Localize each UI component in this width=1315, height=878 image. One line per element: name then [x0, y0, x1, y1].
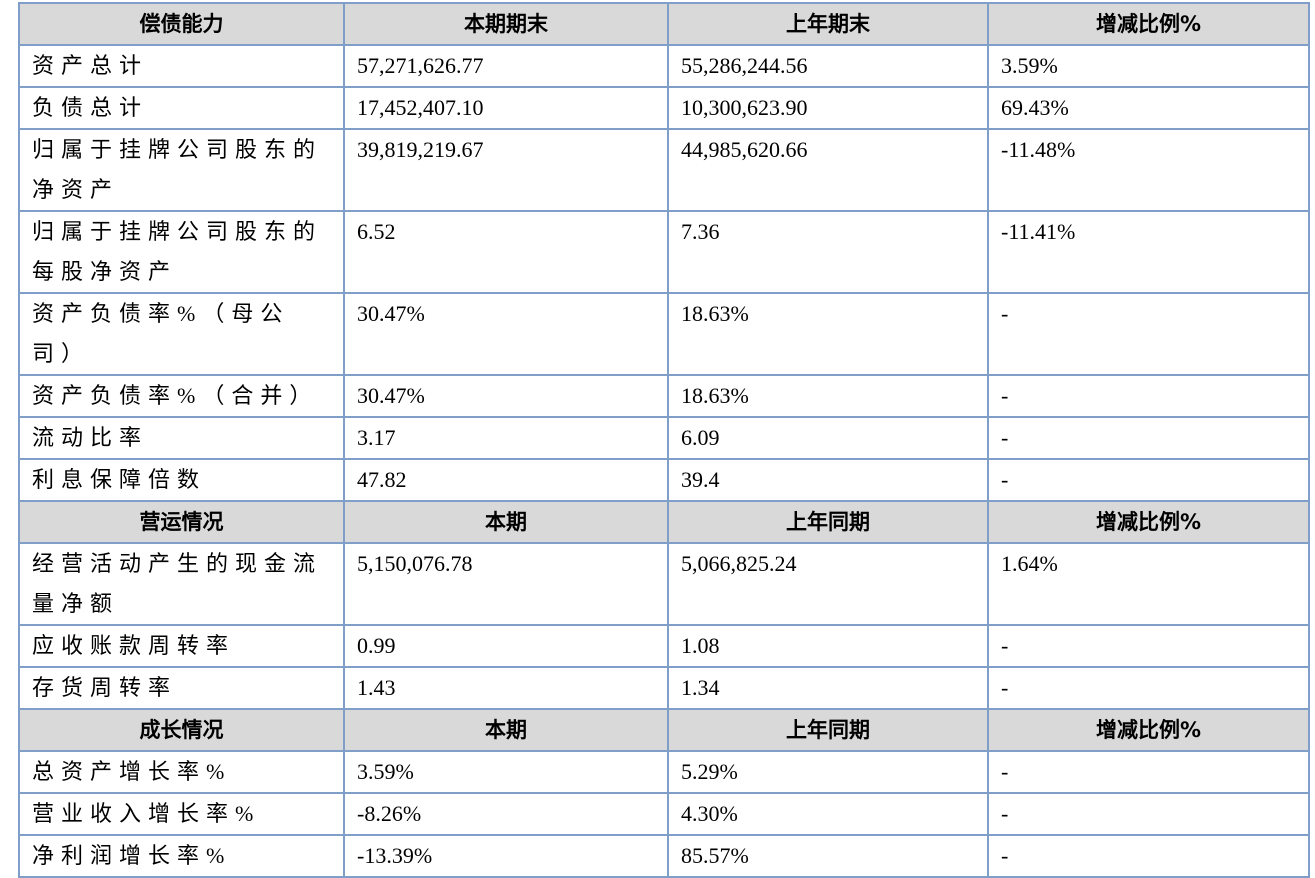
table-row: 营业收入增长率% -8.26% 4.30% -	[18, 792, 1310, 836]
cell: -	[987, 834, 1310, 878]
cell: 1.34	[667, 666, 989, 710]
header-cell: 上年期末	[667, 2, 989, 46]
cell: 30.47%	[343, 374, 669, 418]
cell: 4.30%	[667, 792, 989, 836]
cell: -	[987, 458, 1310, 502]
table-row: 资产总计 57,271,626.77 55,286,244.56 3.59%	[18, 44, 1310, 88]
table-row: 存货周转率 1.43 1.34-	[18, 666, 1310, 710]
row-label: 营业收入增长率%	[18, 792, 345, 836]
cell: -	[987, 750, 1310, 794]
table-row: 流动比率 3.17 6.09-	[18, 416, 1310, 460]
row-label: 经营活动产生的现金流量净额	[18, 542, 345, 626]
cell: 30.47%	[343, 292, 669, 376]
table-row: 总资产增长率% 3.59% 5.29% -	[18, 750, 1310, 794]
cell: 7.36	[667, 210, 989, 294]
cell: 5.29%	[667, 750, 989, 794]
row-label: 负债总计	[18, 86, 345, 130]
row-label: 应收账款周转率	[18, 624, 345, 668]
header-cell: 偿债能力	[18, 2, 345, 46]
cell: 69.43%	[987, 86, 1310, 130]
cell: -11.41%	[987, 210, 1310, 294]
row-label: 归属于挂牌公司股东的每股净资产	[18, 210, 345, 294]
cell: -8.26%	[343, 792, 669, 836]
cell: 1.43	[343, 666, 669, 710]
cell: 0.99	[343, 624, 669, 668]
header-cell: 本期	[343, 500, 669, 544]
cell: -	[987, 374, 1310, 418]
header-cell: 增减比例%	[987, 500, 1310, 544]
header-cell: 增减比例%	[987, 2, 1310, 46]
cell: -	[987, 292, 1310, 376]
cell: 1.08	[667, 624, 989, 668]
cell: 55,286,244.56	[667, 44, 989, 88]
table-row: 利息保障倍数 47.82 39.4-	[18, 458, 1310, 502]
cell: 18.63%	[667, 292, 989, 376]
header-cell: 本期期末	[343, 2, 669, 46]
cell: 47.82	[343, 458, 669, 502]
header-cell: 本期	[343, 708, 669, 752]
cell: -	[987, 792, 1310, 836]
row-label: 资产负债率%（合并）	[18, 374, 345, 418]
cell: 10,300,623.90	[667, 86, 989, 130]
header-cell: 营运情况	[18, 500, 345, 544]
financial-table: 偿债能力 本期期末 上年期末 增减比例% 资产总计 57,271,626.77 55,286…	[18, 2, 1310, 878]
cell: 57,271,626.77	[343, 44, 669, 88]
section-header: 成长情况 本期 上年同期 增减比例%	[18, 708, 1310, 752]
table-row: 资产负债率%（合并） 30.47% 18.63% -	[18, 374, 1310, 418]
row-label: 净利润增长率%	[18, 834, 345, 878]
table-row: 归属于挂牌公司股东的净资产 39,819,219.67 44,985,620.66-…	[18, 128, 1310, 212]
cell: -13.39%	[343, 834, 669, 878]
row-label: 存货周转率	[18, 666, 345, 710]
header-cell: 上年同期	[667, 500, 989, 544]
row-label: 资产总计	[18, 44, 345, 88]
header-cell: 上年同期	[667, 708, 989, 752]
row-label: 归属于挂牌公司股东的净资产	[18, 128, 345, 212]
cell: -	[987, 666, 1310, 710]
table-row: 资产负债率%（母公司） 30.47% 18.63% -	[18, 292, 1310, 376]
section-header: 营运情况 本期 上年同期 增减比例%	[18, 500, 1310, 544]
cell: 3.59%	[987, 44, 1310, 88]
section-header: 偿债能力 本期期末 上年期末 增减比例%	[18, 2, 1310, 46]
table-body: 偿债能力 本期期末 上年期末 增减比例% 资产总计 57,271,626.77 55,286…	[18, 2, 1310, 878]
table-row: 负债总计 17,452,407.10 10,300,623.90 69.43%	[18, 86, 1310, 130]
cell: 44,985,620.66	[667, 128, 989, 212]
row-label: 利息保障倍数	[18, 458, 345, 502]
cell: 17,452,407.10	[343, 86, 669, 130]
cell: 39.4	[667, 458, 989, 502]
cell: 18.63%	[667, 374, 989, 418]
cell: 6.09	[667, 416, 989, 460]
row-label: 总资产增长率%	[18, 750, 345, 794]
table-row: 经营活动产生的现金流量净额 5,150,076.78 5,066,825.24 1.6…	[18, 542, 1310, 626]
cell: 3.59%	[343, 750, 669, 794]
table-row: 应收账款周转率 0.99 1.08-	[18, 624, 1310, 668]
cell: 5,066,825.24	[667, 542, 989, 626]
header-cell: 成长情况	[18, 708, 345, 752]
row-label: 流动比率	[18, 416, 345, 460]
row-label: 资产负债率%（母公司）	[18, 292, 345, 376]
cell: -11.48%	[987, 128, 1310, 212]
cell: -	[987, 624, 1310, 668]
cell: -	[987, 416, 1310, 460]
table-row: 归属于挂牌公司股东的每股净资产 6.52 7.36 -11.41%	[18, 210, 1310, 294]
header-cell: 增减比例%	[987, 708, 1310, 752]
cell: 3.17	[343, 416, 669, 460]
table-row: 净利润增长率% -13.39% 85.57% -	[18, 834, 1310, 878]
cell: 1.64%	[987, 542, 1310, 626]
cell: 5,150,076.78	[343, 542, 669, 626]
cell: 6.52	[343, 210, 669, 294]
cell: 85.57%	[667, 834, 989, 878]
cell: 39,819,219.67	[343, 128, 669, 212]
